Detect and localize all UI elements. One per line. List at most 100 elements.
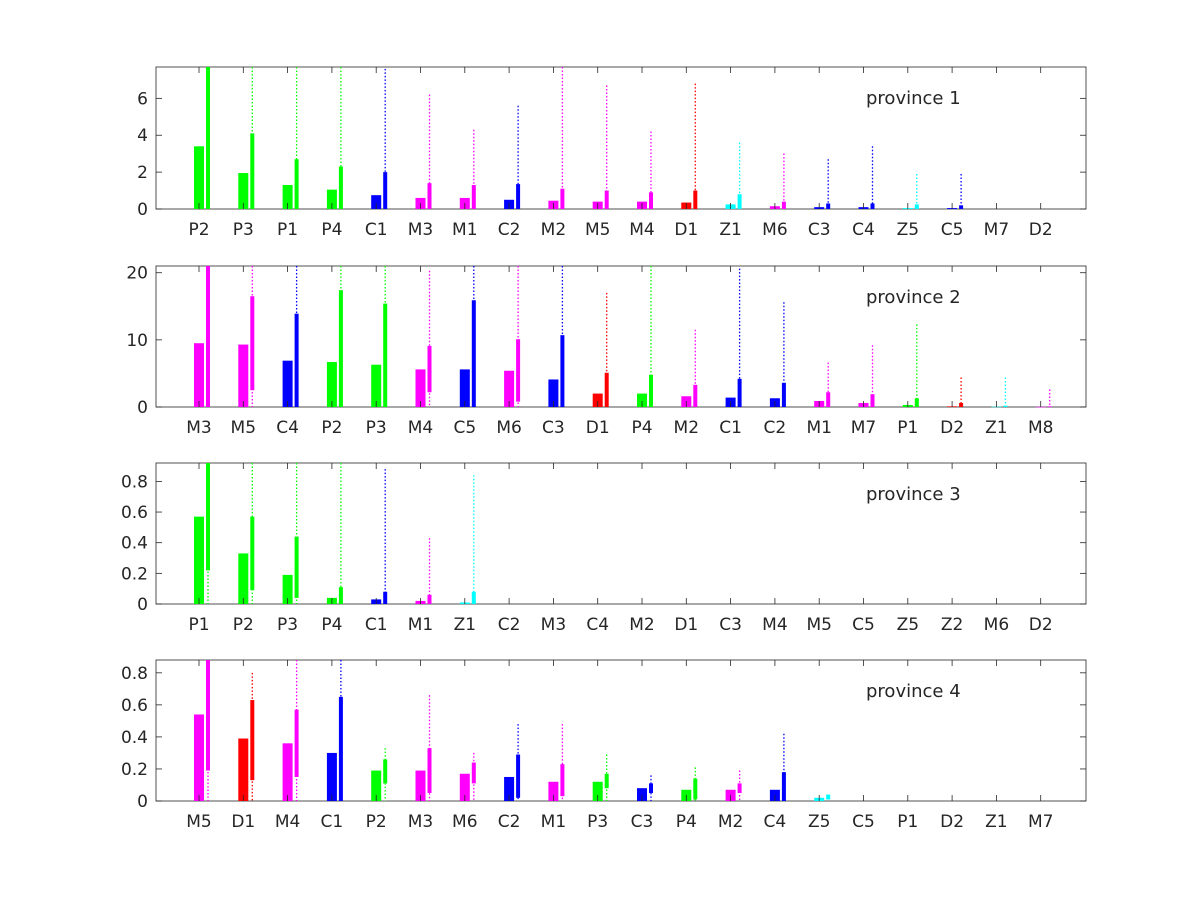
range-P4: [693, 778, 698, 800]
axes-frame: [155, 659, 1087, 802]
bar-C2: [504, 776, 515, 801]
y-tick-label: 0: [137, 792, 148, 812]
range-C1: [383, 172, 388, 209]
bar-M1: [548, 781, 559, 801]
y-tick-label: 0.6: [121, 696, 148, 716]
bar-P2: [194, 146, 204, 209]
range-P3: [383, 303, 388, 407]
x-tick-label-D1: D1: [586, 418, 610, 438]
range-P1: [206, 463, 210, 571]
bar-P2: [238, 553, 249, 604]
range-M1: [560, 764, 565, 797]
range-C1: [338, 696, 343, 801]
range-M5: [206, 660, 210, 771]
bar-P2: [371, 770, 382, 801]
x-tick-label-C5: C5: [453, 418, 476, 438]
x-tick-label-D2: D2: [1029, 220, 1053, 240]
x-tick-label-M7: M7: [984, 220, 1009, 240]
range-D1: [250, 700, 255, 781]
x-tick-label-C3: C3: [542, 418, 565, 438]
bar-C5: [459, 369, 470, 407]
bar-M5: [194, 714, 204, 801]
x-tick-label-Z5: Z5: [808, 812, 830, 832]
y-tick-label: 0: [137, 398, 148, 418]
x-tick-label-M6: M6: [496, 418, 521, 438]
bar-M3: [415, 770, 426, 801]
x-tick-label-P1: P1: [897, 418, 918, 438]
y-tick-label: 0.2: [121, 564, 148, 584]
range-C3: [560, 335, 565, 407]
x-tick-label-C5: C5: [852, 812, 875, 832]
x-tick-label-P2: P2: [366, 812, 387, 832]
range-M6: [471, 762, 476, 784]
bar-M4: [415, 369, 426, 407]
range-M1: [427, 594, 432, 604]
x-tick-label-D2: D2: [1029, 615, 1053, 635]
y-tick-label: 4: [137, 126, 148, 146]
x-tick-label-D1: D1: [674, 615, 698, 635]
x-tick-label-C4: C4: [586, 615, 609, 635]
y-tick-label: 6: [137, 89, 148, 109]
range-Z1: [471, 591, 476, 604]
x-tick-label-D2: D2: [940, 418, 964, 438]
x-tick-label-C4: C4: [276, 418, 299, 438]
range-M2: [737, 783, 742, 793]
bar-P1: [282, 185, 293, 209]
range-C3: [826, 203, 831, 209]
x-tick-label-C2: C2: [498, 812, 521, 832]
bar-P3: [371, 364, 382, 407]
panel-3: 0 0.2 0.4 0.6 0.8 P1 P2 P3 P4 C1 M1 Z1 C2 M3 C4 M2 D1 C3 M…: [121, 462, 1087, 635]
x-tick-label-M2: M2: [718, 812, 743, 832]
bar-P3: [238, 173, 249, 209]
range-M6: [516, 339, 521, 402]
y-tick-label: 0.6: [121, 503, 148, 523]
range-P3: [604, 773, 609, 789]
x-tick-label-M7: M7: [1028, 812, 1053, 832]
range-C4: [870, 203, 875, 209]
x-tick-label-M2: M2: [541, 220, 566, 240]
x-tick-label-C3: C3: [719, 615, 742, 635]
range-P1: [914, 398, 919, 407]
range-C2: [781, 382, 786, 407]
x-tick-label-M6: M6: [984, 615, 1009, 635]
x-tick-label-M5: M5: [231, 418, 256, 438]
bar-P1: [194, 516, 204, 604]
x-tick-label-M3: M3: [186, 418, 211, 438]
x-tick-label-C5: C5: [941, 220, 964, 240]
x-tick-label-M1: M1: [806, 418, 831, 438]
range-P2: [383, 759, 388, 784]
bar-C3: [637, 788, 647, 801]
x-tick-label-P3: P3: [233, 220, 254, 240]
x-tick-label-P4: P4: [321, 220, 342, 240]
panel-annotation: province 1: [866, 88, 961, 109]
x-tick-label-C3: C3: [808, 220, 831, 240]
x-tick-label-C4: C4: [764, 812, 787, 832]
range-P2: [338, 290, 343, 407]
bar-P2: [326, 362, 337, 407]
range-P2: [250, 516, 255, 591]
range-C5: [959, 205, 964, 209]
bar-P4: [326, 189, 337, 209]
x-tick-label-P3: P3: [587, 812, 608, 832]
x-tick-label-P3: P3: [366, 418, 387, 438]
range-P4: [338, 166, 343, 209]
x-tick-label-C1: C1: [321, 812, 344, 832]
x-tick-label-M1: M1: [408, 615, 433, 635]
range-D2: [959, 402, 964, 407]
x-tick-label-P1: P1: [897, 812, 918, 832]
y-tick-label: 10: [126, 331, 148, 351]
range-C4: [781, 772, 786, 801]
range-M5: [604, 190, 609, 209]
x-tick-label-M4: M4: [408, 418, 433, 438]
x-tick-label-M2: M2: [629, 615, 654, 635]
range-M3: [427, 748, 432, 793]
range-C2: [516, 754, 521, 798]
range-M1: [826, 392, 831, 407]
x-tick-label-C4: C4: [852, 220, 875, 240]
x-tick-label-C2: C2: [764, 418, 787, 438]
range-Z1: [737, 194, 742, 209]
range-M5: [250, 296, 255, 391]
bar-D1: [238, 738, 249, 801]
bar-M5: [238, 344, 249, 407]
